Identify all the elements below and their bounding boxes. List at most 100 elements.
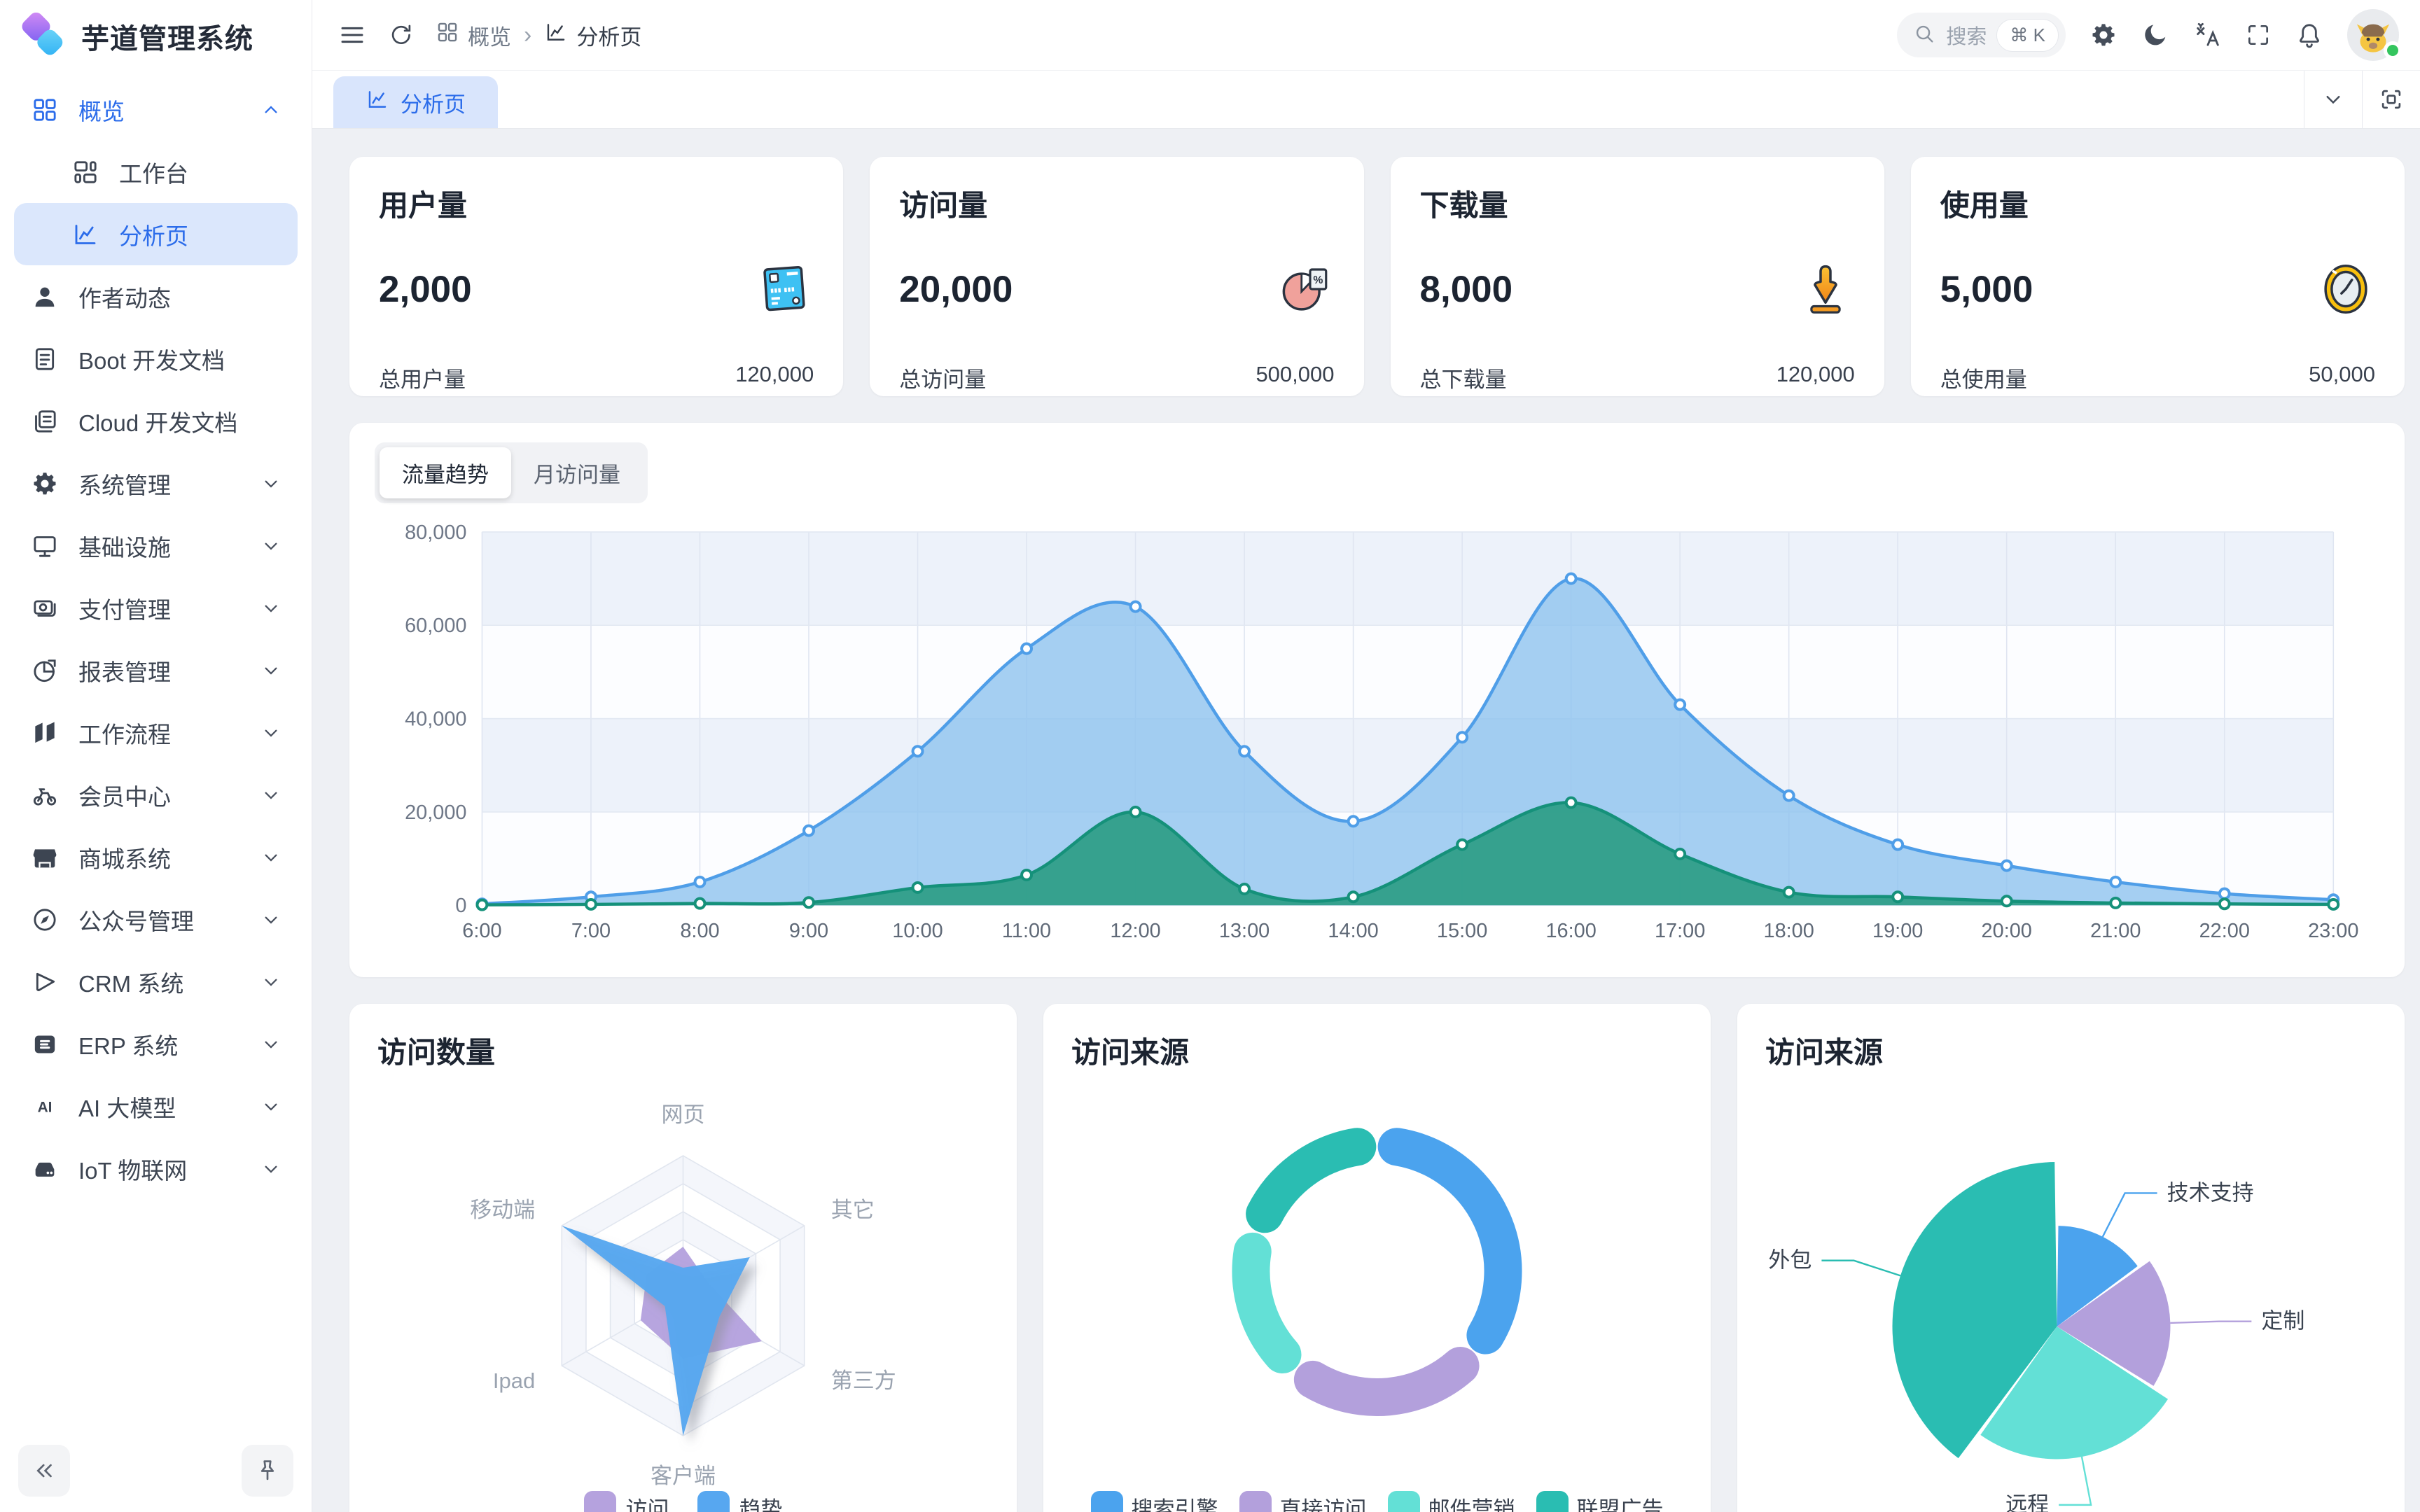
- bank-card-icon: [755, 260, 814, 318]
- visit-source-doughnut-chart[interactable]: [1071, 1072, 1683, 1464]
- sidebar-item-monitor[interactable]: 基础设施: [14, 514, 298, 577]
- sidebar-item-label: 报表管理: [78, 659, 171, 685]
- sidebar-item-shop[interactable]: 商城系统: [14, 826, 298, 888]
- svg-text:%: %: [1313, 274, 1323, 286]
- sidebar-item-user[interactable]: 作者动态: [14, 265, 298, 328]
- card-title: 访问来源: [1071, 1036, 1190, 1069]
- tab-list-chevron-down-button[interactable]: [2304, 71, 2362, 128]
- breadcrumb-label: 概览: [468, 24, 511, 50]
- legend-label: 搜索引擎: [1131, 1497, 1218, 1512]
- stat-footer-value: 120,000: [1776, 362, 1855, 386]
- page-content: 用户量 2,000 总用户量 120,000 访问量 20,000% 总访问量 500,000…: [312, 129, 2420, 1512]
- legend-swatch: [1239, 1491, 1272, 1512]
- tab-analysis-page[interactable]: 分析页: [333, 76, 498, 128]
- sidebar-item-grid[interactable]: 概览: [14, 78, 298, 141]
- trend-segmented-control: 流量趋势 月访问量: [375, 442, 648, 503]
- svg-text:其它: 其它: [831, 1198, 875, 1222]
- legend-item-趋势[interactable]: 趋势: [697, 1491, 783, 1512]
- chevron-icon: [260, 909, 282, 931]
- sidebar-item-report[interactable]: 报表管理: [14, 639, 298, 701]
- sidebar-item-label: 工作流程: [78, 721, 171, 748]
- stat-footer-value: 50,000: [2309, 362, 2375, 386]
- svg-text:11:00: 11:00: [1002, 920, 1051, 942]
- traffic-trend-area-chart[interactable]: 0 20,000 40,000 60,000 80,000 6:00 7:00 8:00 9:0…: [375, 514, 2379, 968]
- legend-item-联盟广告[interactable]: 联盟广告: [1536, 1491, 1664, 1512]
- user-avatar[interactable]: [2347, 9, 2402, 61]
- hamburger-menu-button[interactable]: [338, 20, 367, 50]
- sidebar-item-iot[interactable]: IoT 物联网: [14, 1138, 298, 1200]
- svg-text:Ipad: Ipad: [493, 1368, 535, 1393]
- svg-text:23:00: 23:00: [2308, 920, 2358, 942]
- sidebar-item-docs[interactable]: Cloud 开发文档: [14, 390, 298, 452]
- svg-text:外包: 外包: [1768, 1248, 1811, 1273]
- pie-percent-icon: %: [1276, 260, 1335, 318]
- report-icon: [29, 655, 60, 686]
- tab-monthly-visits[interactable]: 月访问量: [534, 463, 620, 487]
- notification-bell-button[interactable]: [2295, 21, 2323, 49]
- sidebar-item-member[interactable]: 会员中心: [14, 764, 298, 826]
- sidebar-item-crm[interactable]: CRM 系统: [14, 951, 298, 1013]
- svg-text:14:00: 14:00: [1328, 920, 1378, 942]
- language-translate-button[interactable]: [2193, 21, 2221, 49]
- chevron-icon: [260, 1158, 282, 1180]
- sidebar-item-gear[interactable]: 系统管理: [14, 452, 298, 514]
- collapse-sidebar-button[interactable]: [18, 1445, 70, 1497]
- doc-icon: [29, 344, 60, 374]
- sidebar-item-compass[interactable]: 公众号管理: [14, 888, 298, 951]
- sidebar-subitem-chart[interactable]: 分析页: [14, 203, 298, 265]
- legend-label: 趋势: [739, 1497, 783, 1512]
- sidebar-item-ai[interactable]: AI AI 大模型: [14, 1075, 298, 1138]
- fullscreen-button[interactable]: [2245, 22, 2272, 48]
- sidebar-item-label: 系统管理: [78, 472, 171, 498]
- legend-item-邮件营销[interactable]: 邮件营销: [1387, 1491, 1515, 1512]
- logo-row[interactable]: 芋道管理系统: [0, 0, 312, 73]
- sidebar: 芋道管理系统 概览 工作台分析页作者动态 Boot 开发文档 Cloud 开发文档 系统…: [0, 0, 312, 1512]
- breadcrumb-item-analysis[interactable]: 分析页: [544, 20, 641, 51]
- svg-text:19:00: 19:00: [1872, 920, 1923, 942]
- tab-label: 分析页: [401, 92, 466, 117]
- pin-sidebar-button[interactable]: [242, 1445, 293, 1497]
- breadcrumb-item-overview[interactable]: 概览: [436, 20, 511, 51]
- stat-title: 访问量: [899, 189, 988, 222]
- svg-text:AI: AI: [38, 1099, 53, 1115]
- sidebar-item-label: 会员中心: [78, 783, 171, 810]
- legend-item-访问[interactable]: 访问: [583, 1491, 669, 1512]
- search-icon: [1912, 22, 1936, 49]
- member-icon: [29, 780, 60, 811]
- content-maximize-button[interactable]: [2362, 71, 2420, 128]
- dark-mode-moon-button[interactable]: [2141, 21, 2169, 49]
- sidebar-item-pay[interactable]: 支付管理: [14, 577, 298, 639]
- svg-text:移动端: 移动端: [470, 1198, 535, 1222]
- sidebar-item-label: 分析页: [119, 223, 188, 249]
- app-title: 芋道管理系统: [81, 24, 253, 55]
- legend-item-搜索引擎[interactable]: 搜索引擎: [1090, 1491, 1218, 1512]
- shop-icon: [29, 842, 60, 873]
- legend-item-直接访问[interactable]: 直接访问: [1239, 1491, 1367, 1512]
- legend-swatch: [1536, 1491, 1569, 1512]
- stat-footer-label: 总用户量: [379, 368, 466, 392]
- stat-value: 8,000: [1419, 268, 1513, 310]
- sidebar-item-label: CRM 系统: [78, 970, 184, 997]
- svg-text:6:00: 6:00: [462, 920, 501, 942]
- sidebar-item-doc[interactable]: Boot 开发文档: [14, 328, 298, 390]
- stat-value: 5,000: [1940, 268, 2033, 310]
- card-title: 访问数量: [377, 1036, 496, 1069]
- refresh-button[interactable]: [388, 22, 415, 48]
- search-input[interactable]: 搜索 ⌘ K: [1897, 13, 2066, 57]
- sidebar-item-label: Cloud 开发文档: [78, 410, 238, 436]
- svg-text:20:00: 20:00: [1982, 920, 2032, 942]
- doughnut-legend: 搜索引擎 直接访问 邮件营销 联盟广告: [1043, 1491, 1711, 1512]
- breadcrumb-separator: ›: [524, 21, 532, 48]
- docs-icon: [29, 406, 60, 437]
- stat-footer-value: 120,000: [735, 362, 814, 386]
- sidebar-item-label: 公众号管理: [78, 908, 194, 934]
- sidebar-item-label: 支付管理: [78, 596, 171, 623]
- tab-traffic-trend[interactable]: 流量趋势: [380, 447, 511, 498]
- svg-text:20,000: 20,000: [405, 802, 466, 824]
- sidebar-item-flow[interactable]: 工作流程: [14, 701, 298, 764]
- sidebar-subitem-workbench[interactable]: 工作台: [14, 141, 298, 203]
- sidebar-item-erp[interactable]: ERP 系统: [14, 1013, 298, 1075]
- settings-gear-button[interactable]: [2089, 21, 2118, 49]
